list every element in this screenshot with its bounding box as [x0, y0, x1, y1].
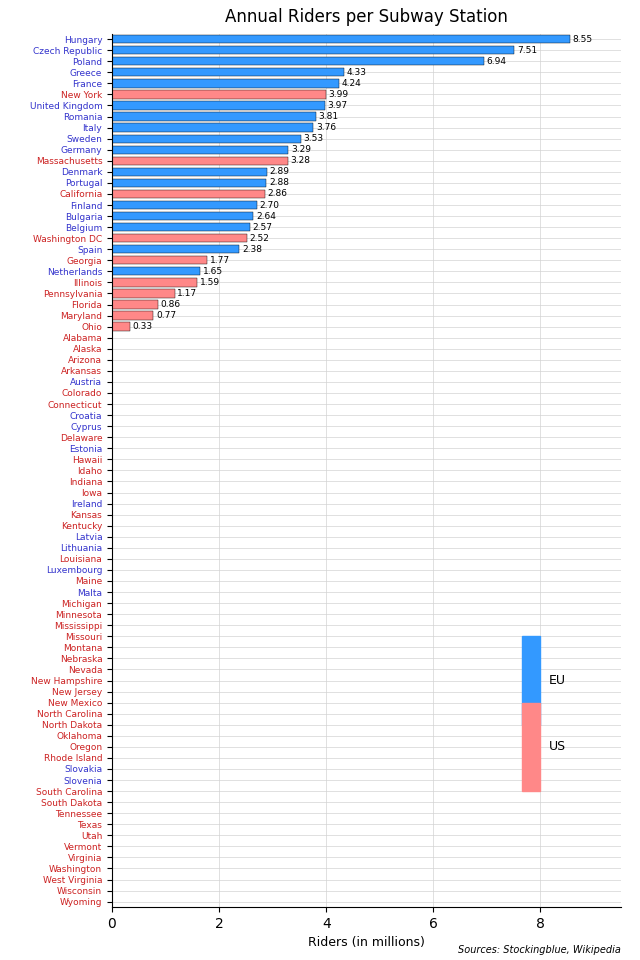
Text: US: US — [548, 740, 566, 754]
Bar — [112, 267, 200, 276]
Bar — [112, 112, 316, 121]
Bar — [112, 146, 288, 154]
Text: 8.55: 8.55 — [573, 35, 593, 43]
Bar — [112, 35, 570, 43]
Bar — [112, 80, 339, 87]
Bar — [522, 703, 540, 791]
Text: EU: EU — [548, 674, 566, 687]
Bar — [112, 245, 239, 253]
Text: 0.86: 0.86 — [161, 300, 181, 309]
Text: 2.57: 2.57 — [252, 223, 273, 231]
Text: 3.97: 3.97 — [327, 101, 348, 110]
Text: 2.89: 2.89 — [269, 167, 289, 177]
Bar — [112, 201, 257, 209]
Bar — [112, 90, 326, 99]
Bar — [112, 323, 130, 331]
Text: 0.33: 0.33 — [132, 323, 152, 331]
Bar — [112, 278, 197, 286]
Text: 1.65: 1.65 — [203, 267, 223, 276]
Bar — [112, 46, 514, 55]
Text: 4.24: 4.24 — [342, 79, 362, 88]
Bar — [112, 190, 265, 198]
Text: 2.88: 2.88 — [269, 179, 289, 187]
Bar — [112, 168, 267, 176]
Bar — [112, 102, 324, 109]
Bar — [112, 212, 253, 220]
Text: 3.99: 3.99 — [328, 90, 349, 99]
Text: 3.29: 3.29 — [291, 145, 311, 155]
Text: Sources: Stockingblue, Wikipedia: Sources: Stockingblue, Wikipedia — [458, 946, 621, 955]
Bar — [112, 300, 158, 309]
Text: 1.77: 1.77 — [209, 255, 230, 265]
Text: 2.64: 2.64 — [256, 211, 276, 221]
Bar — [522, 636, 540, 725]
Bar — [112, 179, 266, 187]
Bar — [112, 234, 247, 242]
Text: 2.38: 2.38 — [242, 245, 262, 253]
Text: 0.77: 0.77 — [156, 311, 176, 320]
Text: 3.53: 3.53 — [304, 134, 324, 143]
X-axis label: Riders (in millions): Riders (in millions) — [308, 936, 425, 949]
Bar — [112, 289, 175, 298]
Title: Annual Riders per Subway Station: Annual Riders per Subway Station — [225, 9, 508, 27]
Text: 7.51: 7.51 — [517, 46, 537, 55]
Bar — [112, 68, 344, 77]
Text: 3.76: 3.76 — [316, 123, 336, 132]
Bar — [112, 57, 484, 65]
Text: 3.81: 3.81 — [319, 112, 339, 121]
Bar — [112, 134, 301, 143]
Bar — [112, 256, 207, 264]
Text: 2.52: 2.52 — [250, 233, 269, 243]
Text: 6.94: 6.94 — [486, 57, 506, 65]
Text: 2.70: 2.70 — [259, 201, 279, 209]
Text: 2.86: 2.86 — [268, 189, 288, 199]
Bar — [112, 156, 287, 165]
Text: 3.28: 3.28 — [291, 156, 310, 165]
Bar — [112, 311, 153, 320]
Bar — [112, 223, 250, 231]
Text: 1.59: 1.59 — [200, 277, 220, 287]
Bar — [112, 124, 314, 132]
Text: 1.17: 1.17 — [177, 289, 198, 298]
Text: 4.33: 4.33 — [347, 68, 367, 77]
